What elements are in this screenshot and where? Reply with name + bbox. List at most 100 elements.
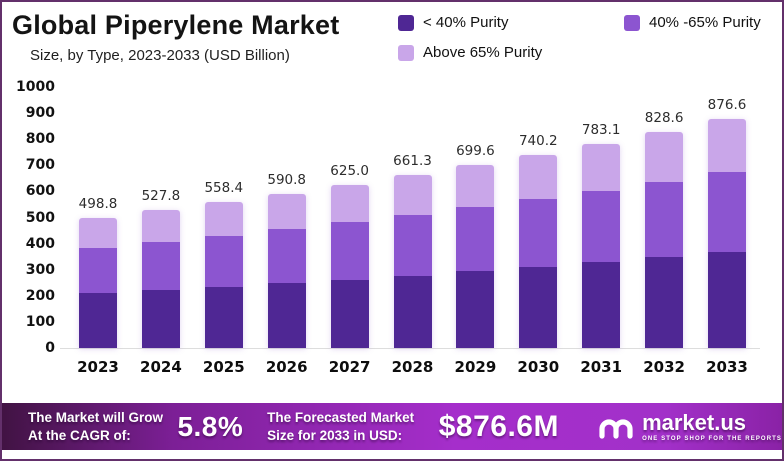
bar-group: 699.6 2029 bbox=[455, 87, 497, 376]
bar-segment[interactable] bbox=[519, 266, 558, 348]
bar-segment[interactable] bbox=[582, 262, 621, 348]
plot-area: 498.8 2023 527.8 2024 558.4 2025 590.8 2026 625.… bbox=[60, 87, 760, 376]
y-axis-tick: 500 bbox=[25, 209, 55, 226]
bar-segment[interactable] bbox=[393, 215, 432, 276]
x-axis-label: 2029 bbox=[454, 358, 497, 376]
bar-segment[interactable] bbox=[204, 235, 243, 287]
chart-legend: < 40% Purity 40% -65% Purity Above 65% Pur… bbox=[398, 14, 770, 61]
stacked-bar[interactable] bbox=[393, 175, 432, 348]
bar-segment[interactable] bbox=[79, 293, 117, 348]
bar-group: 558.4 2025 bbox=[203, 87, 245, 376]
bar-segment[interactable] bbox=[519, 199, 558, 267]
y-axis-tick: 0 bbox=[45, 340, 55, 356]
bar-segment[interactable] bbox=[204, 202, 243, 236]
forecast-caption: The Forecasted Market Size for 2033 in U… bbox=[267, 409, 433, 444]
bar-total-label: 828.6 bbox=[644, 109, 684, 126]
legend-swatch-icon bbox=[398, 44, 414, 61]
stacked-bar[interactable] bbox=[330, 184, 369, 348]
brand-lockup[interactable]: market.us ONE STOP SHOP FOR THE REPORTS bbox=[597, 409, 782, 442]
y-axis-tick: 1000 bbox=[16, 79, 55, 95]
bar-group: 527.8 2024 bbox=[140, 87, 182, 376]
bar-segment[interactable] bbox=[708, 119, 746, 172]
bar-segment[interactable] bbox=[330, 184, 369, 223]
legend-item[interactable]: Above 65% Purity bbox=[398, 44, 620, 61]
bar-segment[interactable] bbox=[79, 247, 117, 294]
bar-total-label: 699.6 bbox=[456, 143, 495, 160]
legend-swatch-icon bbox=[398, 14, 414, 31]
bar-segment[interactable] bbox=[393, 175, 432, 216]
cagr-caption: The Market will Grow At the CAGR of: bbox=[28, 409, 169, 444]
legend-item[interactable]: < 40% Purity bbox=[398, 14, 620, 31]
bar-segment[interactable] bbox=[330, 279, 369, 348]
marketus-logo-icon bbox=[599, 418, 633, 439]
x-axis-label: 2027 bbox=[328, 358, 371, 376]
x-axis-label: 2025 bbox=[202, 358, 245, 376]
bar-segment[interactable] bbox=[141, 290, 180, 348]
x-axis-label: 2023 bbox=[77, 358, 119, 376]
stacked-bar[interactable] bbox=[456, 165, 495, 348]
bar-segment[interactable] bbox=[456, 165, 495, 208]
y-axis-tick: 600 bbox=[25, 183, 55, 200]
bar-segment[interactable] bbox=[267, 283, 306, 348]
x-axis-label: 2031 bbox=[580, 358, 623, 376]
bar-segment[interactable] bbox=[645, 131, 684, 182]
stacked-bar[interactable] bbox=[519, 154, 558, 348]
bar-total-label: 558.4 bbox=[204, 180, 244, 197]
y-axis: 0 100 200 300 400 500 600 700 800 900 1000 bbox=[2, 79, 55, 356]
brand-name: market.us bbox=[642, 409, 747, 435]
bar-segment[interactable] bbox=[645, 257, 684, 348]
bar-group: 783.1 2031 bbox=[580, 87, 622, 376]
x-axis-label: 2028 bbox=[391, 358, 434, 376]
stacked-bar[interactable] bbox=[708, 119, 746, 348]
cagr-caption-line2: At the CAGR of: bbox=[28, 427, 131, 443]
x-axis-label: 2030 bbox=[517, 358, 560, 376]
legend-label: 40% -65% Purity bbox=[649, 14, 761, 31]
bar-total-label: 498.8 bbox=[78, 195, 118, 212]
bar-group: 740.2 2030 bbox=[517, 87, 559, 376]
x-axis-label: 2026 bbox=[265, 358, 308, 376]
y-axis-tick: 400 bbox=[25, 235, 55, 252]
bar-segment[interactable] bbox=[330, 222, 369, 280]
bar-segment[interactable] bbox=[708, 251, 746, 348]
forecast-value: $876.6M bbox=[438, 409, 559, 443]
stacked-bar[interactable] bbox=[79, 217, 117, 348]
bar-total-label: 527.8 bbox=[141, 188, 181, 205]
bar-segment[interactable] bbox=[645, 181, 684, 258]
bar-segment[interactable] bbox=[79, 217, 117, 248]
stacked-bar[interactable] bbox=[204, 202, 243, 348]
forecast-caption-line1: The Forecasted Market bbox=[267, 409, 415, 425]
y-axis-tick: 100 bbox=[25, 313, 55, 330]
bar-segment[interactable] bbox=[582, 143, 621, 191]
brand-text: market.us ONE STOP SHOP FOR THE REPORTS bbox=[642, 409, 782, 442]
bar-total-label: 876.6 bbox=[707, 97, 747, 114]
bar-segment[interactable] bbox=[519, 154, 558, 200]
stacked-bar[interactable] bbox=[645, 131, 684, 348]
y-axis-tick: 200 bbox=[25, 287, 55, 304]
bar-total-label: 740.2 bbox=[518, 132, 558, 149]
bar-segment[interactable] bbox=[141, 210, 180, 242]
bar-segment[interactable] bbox=[456, 271, 495, 348]
bar-total-label: 783.1 bbox=[581, 121, 621, 138]
bar-total-label: 590.8 bbox=[267, 171, 307, 188]
bar-segment[interactable] bbox=[141, 241, 180, 291]
legend-label: < 40% Purity bbox=[423, 14, 509, 31]
cagr-value: 5.8% bbox=[177, 410, 244, 442]
bar-segment[interactable] bbox=[456, 207, 495, 272]
legend-swatch-icon bbox=[624, 14, 640, 31]
legend-item[interactable]: 40% -65% Purity bbox=[624, 14, 770, 31]
stacked-bar[interactable] bbox=[267, 193, 306, 348]
cagr-caption-line1: The Market will Grow bbox=[28, 409, 164, 425]
stacked-bar[interactable] bbox=[141, 210, 180, 348]
bar-segment[interactable] bbox=[267, 229, 306, 284]
footer-banner: The Market will Grow At the CAGR of: 5.8… bbox=[2, 403, 782, 450]
y-axis-tick: 700 bbox=[25, 157, 55, 174]
bar-segment[interactable] bbox=[582, 190, 621, 263]
bar-segment[interactable] bbox=[204, 286, 243, 348]
bar-segment[interactable] bbox=[267, 193, 306, 230]
bar-group: 590.8 2026 bbox=[266, 87, 308, 376]
bar-segment[interactable] bbox=[393, 275, 432, 348]
chart-subtitle: Size, by Type, 2023-2033 (USD Billion) bbox=[30, 47, 290, 64]
bar-segment[interactable] bbox=[708, 171, 746, 252]
stacked-bar[interactable] bbox=[582, 143, 621, 348]
y-axis-tick: 800 bbox=[25, 131, 55, 148]
